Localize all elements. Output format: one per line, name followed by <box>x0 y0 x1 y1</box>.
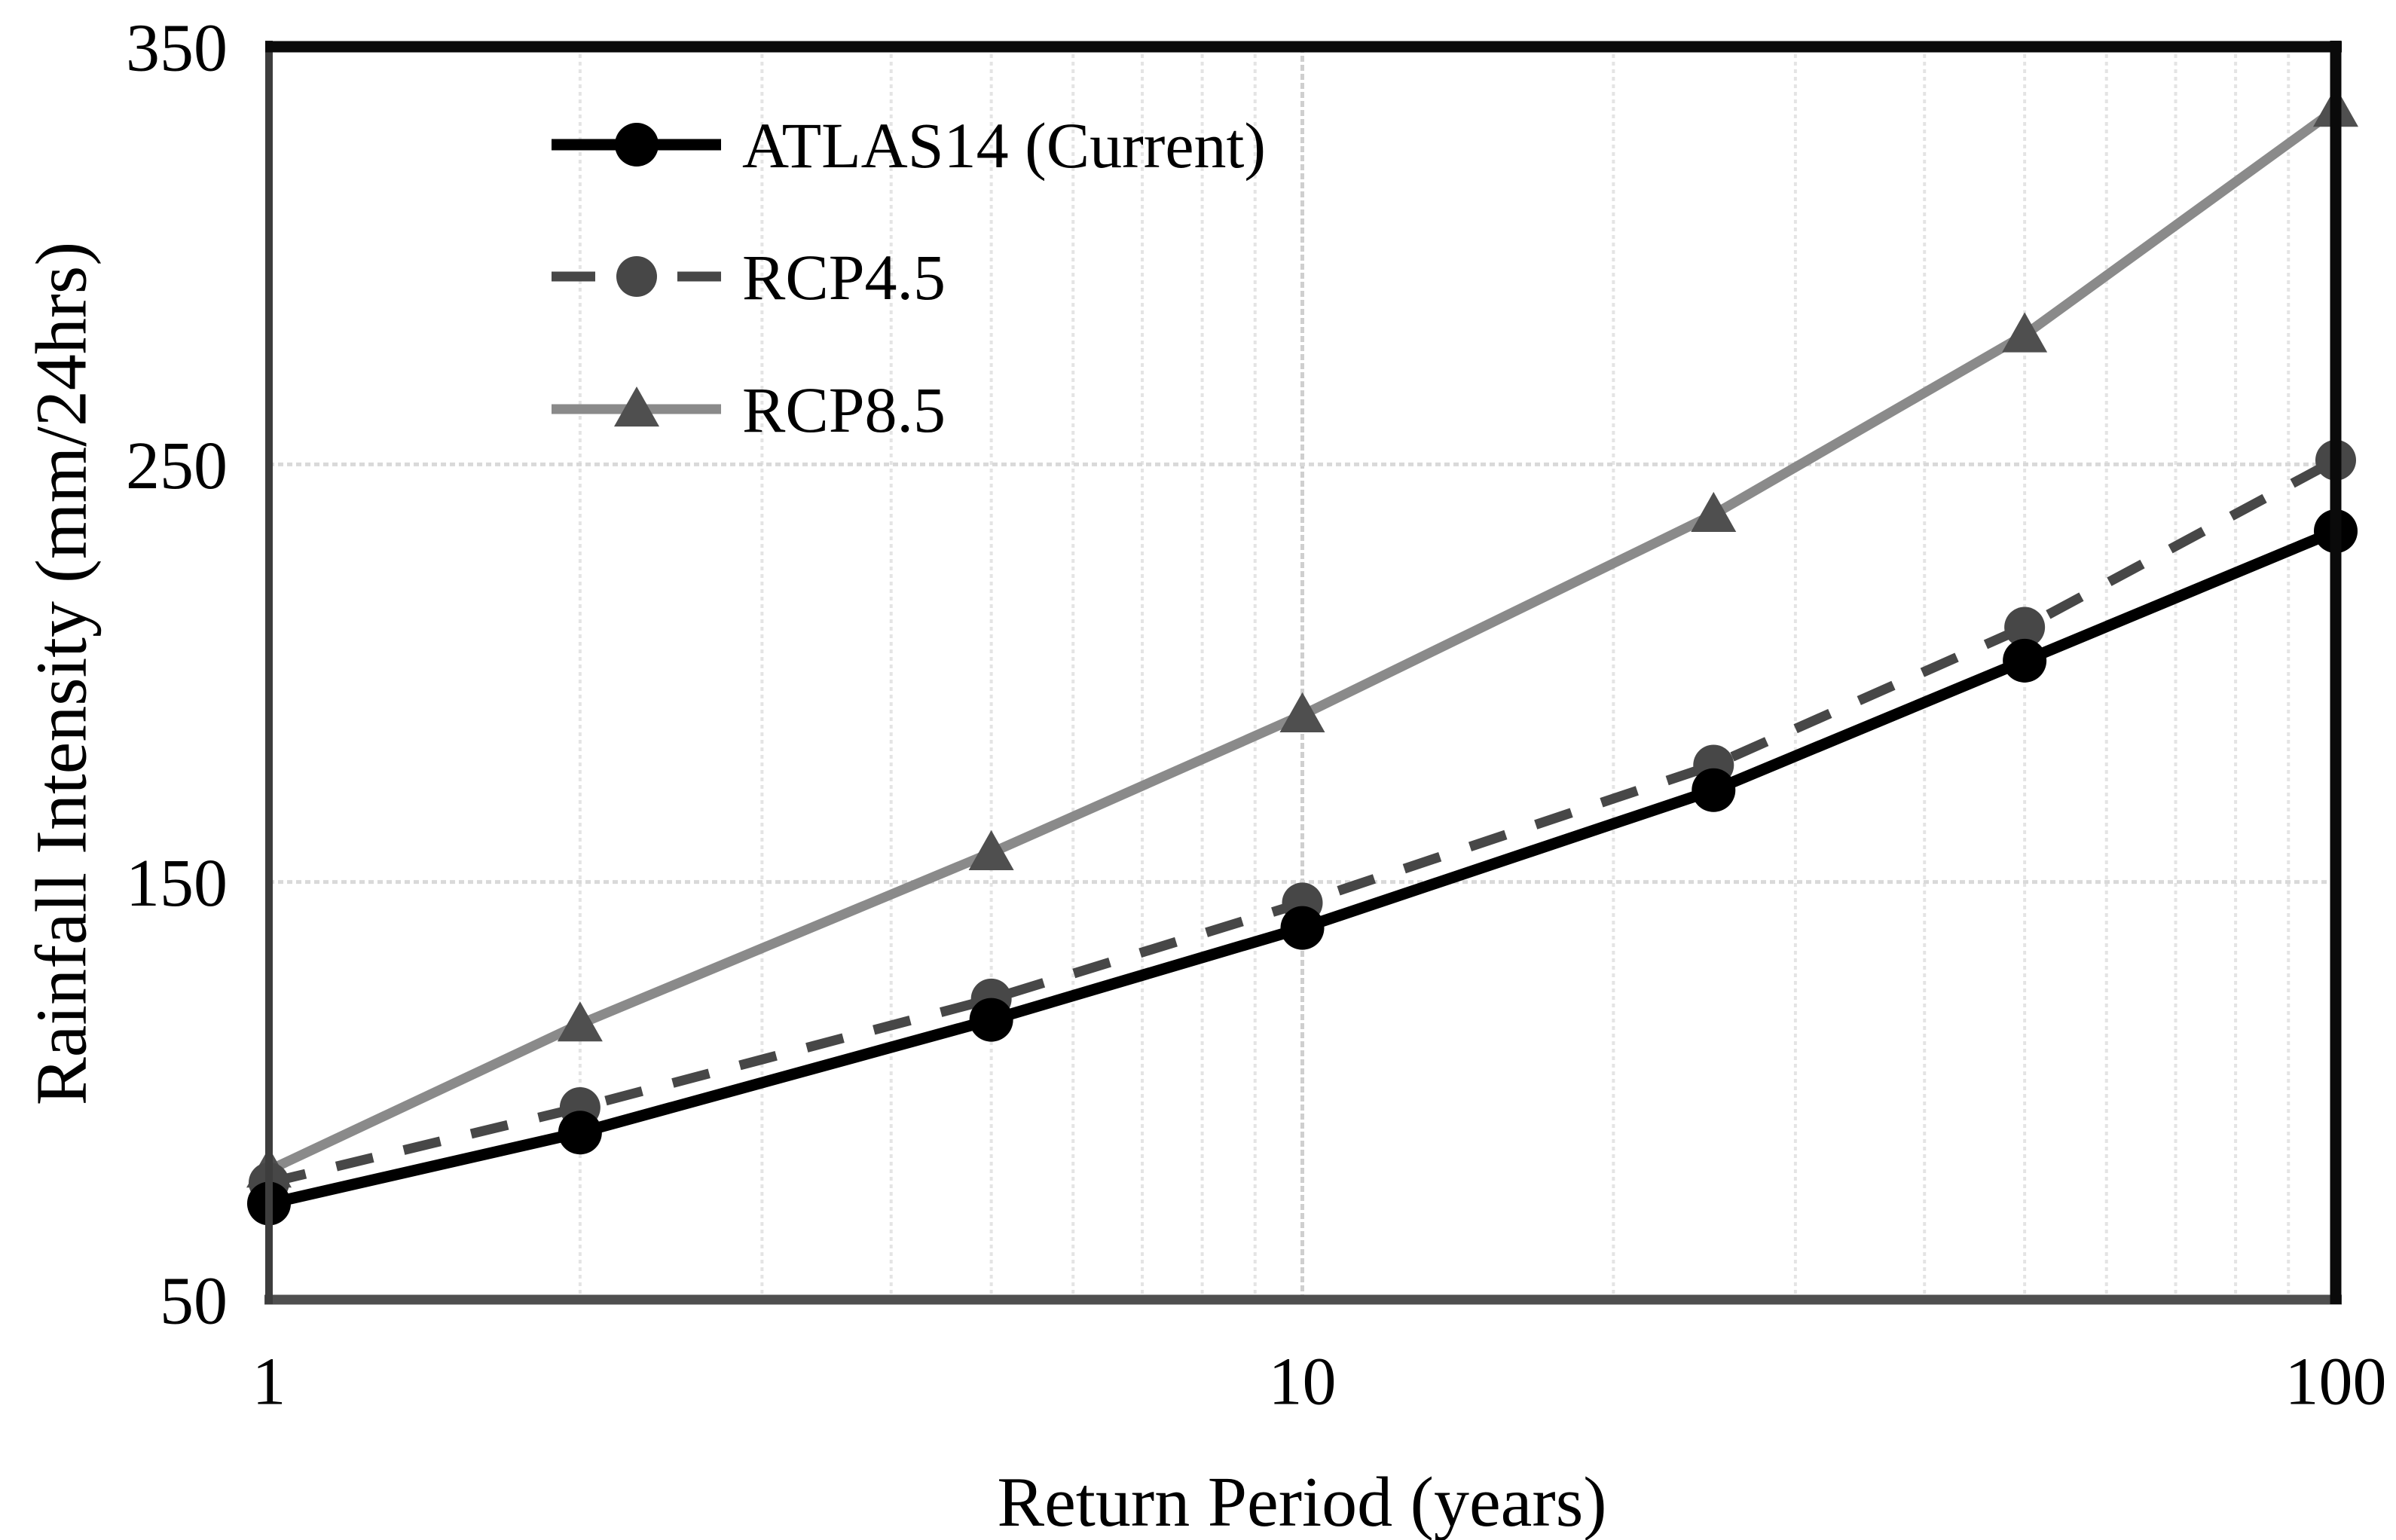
y-tick-label: 150 <box>126 846 228 921</box>
data-point-triangle <box>557 1001 603 1042</box>
y-tick-label: 50 <box>160 1264 228 1339</box>
legend-label: RCP4.5 <box>742 241 946 313</box>
legend-entry: ATLAS14 (Current) <box>552 109 1266 182</box>
plot-border <box>264 41 2342 1305</box>
data-point-triangle <box>1691 491 1737 532</box>
legend: ATLAS14 (Current) RCP4.5 RCP8.5 <box>552 109 1266 446</box>
data-point-circle <box>616 256 657 297</box>
legend-label: RCP8.5 <box>742 374 946 446</box>
y-axis-title: Rainfall Intensity (mm/24hrs) <box>21 242 102 1105</box>
x-tick-label: 10 <box>1269 1345 1337 1419</box>
axis-ticks: 350 250 150 50 1 10 100 <box>126 11 2387 1419</box>
data-point-circle <box>558 1111 602 1155</box>
data-point-circle <box>1692 768 1736 812</box>
data-point-circle <box>2003 638 2047 683</box>
data-point-circle <box>1280 906 1325 950</box>
data-point-triangle <box>2002 312 2048 353</box>
data-point-circle <box>615 123 659 167</box>
data-point-triangle <box>968 830 1014 870</box>
data-point-circle <box>2004 607 2046 648</box>
x-tick-label: 100 <box>2285 1345 2387 1419</box>
gridlines <box>269 47 2336 1300</box>
legend-entry: RCP4.5 <box>552 241 946 313</box>
data-point-triangle <box>614 387 659 427</box>
legend-entry: RCP8.5 <box>552 374 946 446</box>
y-tick-label: 350 <box>126 11 228 86</box>
series-atlas14-current- <box>247 509 2358 1226</box>
x-axis-title: Return Period (years) <box>997 1463 1606 1540</box>
legend-label: ATLAS14 (Current) <box>742 109 1266 182</box>
data-point-triangle <box>1279 692 1325 733</box>
y-tick-label: 250 <box>126 429 228 503</box>
data-series <box>246 87 2358 1226</box>
x-tick-label: 1 <box>252 1345 286 1419</box>
data-point-circle <box>969 998 1013 1042</box>
